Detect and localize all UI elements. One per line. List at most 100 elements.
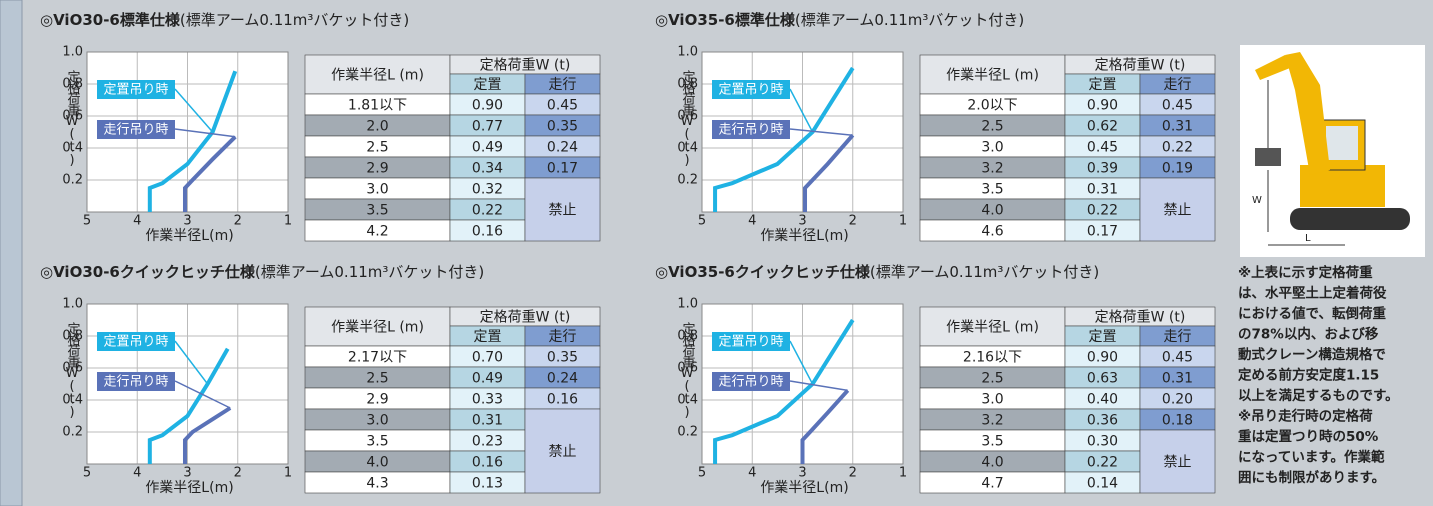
x-tick-label: 3 <box>798 466 806 481</box>
series-label: 定置吊り時 <box>718 83 783 98</box>
excavator-illustration: W L <box>1240 45 1425 257</box>
travel: 0.24 <box>547 140 578 156</box>
stationary: 0.16 <box>472 455 503 471</box>
x-tick-label: 2 <box>234 466 242 481</box>
y-tick-label: 1.0 <box>62 45 83 60</box>
y-axis-label: 定格荷重W(t) <box>680 322 696 418</box>
note-line: 重は定置つり時の50% <box>1238 428 1379 445</box>
forbidden: 禁止 <box>1164 455 1192 471</box>
forbidden-cell <box>524 408 601 494</box>
note-line: になっています。作業範 <box>1238 449 1385 466</box>
series-label-box <box>712 332 790 351</box>
x-tick-label: 3 <box>183 214 191 229</box>
forbidden-cell <box>1139 429 1216 494</box>
radius: 3.0 <box>366 413 388 429</box>
stationary: 0.31 <box>1087 182 1118 198</box>
x-tick-label: 3 <box>183 466 191 481</box>
radius: 2.17以下 <box>348 350 407 366</box>
y-tick-label: 0.2 <box>677 425 698 440</box>
leader-line <box>789 380 848 392</box>
header-radius: 作業半径L (m) <box>946 68 1039 84</box>
note-line: ※吊り走行時の定格荷 <box>1238 408 1373 425</box>
stationary: 0.90 <box>1087 350 1118 366</box>
track <box>1290 208 1410 230</box>
x-tick-label: 4 <box>133 214 141 229</box>
stationary: 0.62 <box>1087 119 1118 135</box>
header-load: 定格荷重W (t) <box>1095 310 1186 326</box>
header-travel: 走行 <box>549 329 577 345</box>
series-label-box <box>712 80 790 99</box>
series-label: 定置吊り時 <box>718 335 783 350</box>
leader-line <box>789 128 853 136</box>
y-tick-label: 0.6 <box>62 109 83 124</box>
panel: ◎ViO30-6標準仕様(標準アーム0.11m³バケット付き) 0.2 0.4 0.6… <box>40 11 601 244</box>
y-tick-label: 0.4 <box>62 393 83 408</box>
x-tick-label: 5 <box>83 214 91 229</box>
travel: 0.31 <box>1162 119 1193 135</box>
travel: 0.19 <box>1162 161 1193 177</box>
subtitle: (標準アーム0.11m³バケット付き) <box>795 11 1024 29</box>
stationary: 0.30 <box>1087 434 1118 450</box>
radius: 2.5 <box>366 140 388 156</box>
panel-title: ◎ViO35-6標準仕様(標準アーム0.11m³バケット付き) <box>655 11 1024 29</box>
y-tick-label: 1.0 <box>677 297 698 312</box>
x-axis-label: 作業半径L(m) <box>760 228 848 244</box>
plot-frame <box>701 51 904 213</box>
header-radius: 作業半径L (m) <box>331 68 424 84</box>
curve <box>147 347 230 464</box>
travel: 0.45 <box>547 98 578 114</box>
x-tick-label: 2 <box>849 466 857 481</box>
y-axis-label: 定格荷重W(t) <box>65 70 81 166</box>
load <box>1255 148 1281 166</box>
y-tick-label: 0.8 <box>677 77 698 92</box>
radius: 3.2 <box>981 413 1003 429</box>
header-radius: 作業半径L (m) <box>331 320 424 336</box>
leader-line <box>789 340 814 385</box>
stationary: 0.45 <box>1087 140 1118 156</box>
x-tick-label: 3 <box>798 214 806 229</box>
x-tick-label: 2 <box>234 214 242 229</box>
x-tick-label: 2 <box>849 214 857 229</box>
y-tick-label: 1.0 <box>62 297 83 312</box>
series-label-box <box>97 372 175 391</box>
radius: 2.16以下 <box>963 350 1022 366</box>
travel: 0.22 <box>1162 140 1193 156</box>
note-line: 定める前方安定度1.15 <box>1238 367 1379 384</box>
curve <box>182 406 232 464</box>
y-axis-label: 定格荷重W(t) <box>65 322 81 418</box>
y-tick-label: 0.8 <box>677 329 698 344</box>
note-line: 以上を満足するものです。 <box>1238 387 1399 404</box>
stationary: 0.49 <box>472 140 503 156</box>
header-radius-cell <box>304 54 451 95</box>
plot-frame <box>86 303 289 465</box>
panel: ◎ViO35-6標準仕様(標準アーム0.11m³バケット付き) 0.2 0.4 0.6… <box>655 11 1216 244</box>
travel: 0.24 <box>547 371 578 387</box>
stationary: 0.77 <box>472 119 503 135</box>
travel: 0.35 <box>547 350 578 366</box>
stationary: 0.22 <box>1087 455 1118 471</box>
title: ◎ViO35-6クイックヒッチ仕様 <box>655 263 871 281</box>
radius: 3.5 <box>366 203 388 219</box>
series-label: 定置吊り時 <box>103 335 168 350</box>
stationary: 0.22 <box>472 203 503 219</box>
x-tick-label: 1 <box>284 466 292 481</box>
note-line: 動式クレーン構造規格で <box>1238 346 1386 363</box>
header-stationary: 定置 <box>474 77 502 93</box>
x-tick-label: 1 <box>284 214 292 229</box>
radius: 3.0 <box>366 182 388 198</box>
note-line: の78%以内、および移 <box>1238 326 1379 343</box>
radius: 3.5 <box>981 434 1003 450</box>
radius: 4.6 <box>981 224 1003 240</box>
radius: 2.0 <box>366 119 388 135</box>
stationary: 0.36 <box>1087 413 1118 429</box>
cab-window <box>1326 126 1358 160</box>
forbidden: 禁止 <box>1164 203 1192 219</box>
l-label: L <box>1305 233 1311 244</box>
travel: 0.45 <box>1162 98 1193 114</box>
header-stationary: 定置 <box>1089 329 1117 345</box>
title: ◎ViO35-6標準仕様 <box>655 11 796 29</box>
travel: 0.20 <box>1162 392 1193 408</box>
stationary: 0.70 <box>472 350 503 366</box>
header-travel: 走行 <box>549 77 577 93</box>
